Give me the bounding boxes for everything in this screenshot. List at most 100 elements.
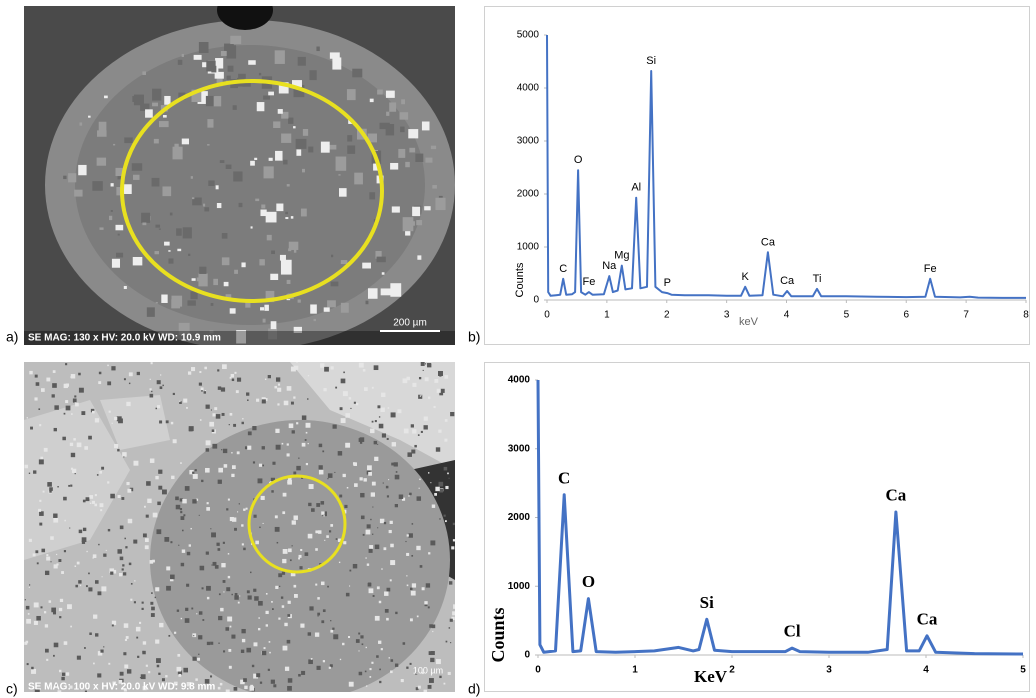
grain xyxy=(371,420,374,423)
x-tick-label: 0 xyxy=(544,310,550,321)
grain xyxy=(293,326,302,334)
grain xyxy=(315,583,318,586)
grain xyxy=(403,428,409,434)
grain xyxy=(165,675,168,678)
grain xyxy=(346,89,356,101)
grain xyxy=(107,481,110,484)
y-tick-label: 4000 xyxy=(508,375,531,386)
y-tick-label: 0 xyxy=(524,650,530,661)
grain xyxy=(247,595,252,600)
grain xyxy=(431,362,433,364)
grain xyxy=(174,143,179,150)
grain xyxy=(205,448,210,452)
grain xyxy=(191,89,202,103)
grain xyxy=(164,241,170,246)
grain xyxy=(84,446,89,450)
grain xyxy=(270,321,277,330)
grain xyxy=(24,599,26,601)
peak-label: Ca xyxy=(886,486,907,505)
grain xyxy=(157,501,161,506)
grain xyxy=(322,450,325,453)
grain xyxy=(379,668,381,671)
grain xyxy=(330,629,334,633)
grain xyxy=(110,571,114,575)
grain xyxy=(343,371,345,374)
grain xyxy=(358,650,360,652)
grain xyxy=(432,185,437,189)
grain xyxy=(215,58,224,69)
grain xyxy=(377,527,379,529)
grain xyxy=(349,569,352,572)
grain xyxy=(241,524,244,527)
grain xyxy=(117,175,123,180)
grain xyxy=(184,618,190,623)
x-tick-label: 4 xyxy=(784,310,790,321)
grain xyxy=(57,486,59,488)
grain xyxy=(428,678,434,683)
grain xyxy=(411,583,417,588)
grain xyxy=(241,628,246,634)
grain xyxy=(301,168,305,173)
grain xyxy=(348,397,352,400)
grain xyxy=(342,473,346,478)
grain xyxy=(149,378,151,380)
grain xyxy=(204,207,210,212)
grain xyxy=(124,664,129,669)
grain xyxy=(294,365,299,370)
grain xyxy=(139,677,141,679)
grain xyxy=(277,109,283,114)
grain xyxy=(406,584,409,587)
grain xyxy=(286,639,291,644)
grain xyxy=(118,679,123,684)
grain xyxy=(424,603,428,607)
grain xyxy=(191,607,194,610)
grain xyxy=(378,416,381,418)
grain xyxy=(178,673,182,677)
grain xyxy=(288,423,294,429)
grain xyxy=(447,472,449,475)
grain xyxy=(179,498,183,502)
grain xyxy=(39,424,42,427)
grain xyxy=(182,498,187,504)
grain xyxy=(97,591,102,596)
grain xyxy=(194,469,197,472)
grain xyxy=(59,616,62,619)
grain xyxy=(46,658,49,661)
grain xyxy=(96,474,99,476)
grain xyxy=(268,328,278,340)
grain xyxy=(444,375,449,379)
grain xyxy=(231,473,235,478)
grain xyxy=(287,614,291,617)
grain xyxy=(168,250,171,252)
grain xyxy=(142,71,147,75)
grain xyxy=(339,658,342,661)
grain xyxy=(377,405,381,409)
grain xyxy=(105,549,107,551)
grain xyxy=(112,681,117,686)
grain xyxy=(431,504,436,508)
grain xyxy=(82,499,86,503)
grain xyxy=(247,431,252,436)
grain xyxy=(233,423,237,427)
grain xyxy=(97,651,103,656)
grain xyxy=(291,430,295,434)
panel-label: c) xyxy=(6,681,18,697)
grain xyxy=(293,515,298,520)
grain xyxy=(417,255,422,260)
grain xyxy=(286,443,289,446)
grain xyxy=(155,302,158,304)
grain xyxy=(311,508,315,512)
grain xyxy=(228,648,232,652)
grain xyxy=(50,536,54,540)
grain xyxy=(231,593,233,596)
sem-image-a xyxy=(24,6,455,345)
grain xyxy=(292,80,302,88)
grain xyxy=(435,486,440,492)
grain xyxy=(217,548,221,551)
grain xyxy=(44,570,50,576)
grain xyxy=(128,562,132,566)
grain xyxy=(181,138,189,145)
x-tick-label: 0 xyxy=(535,665,541,676)
panel-label: d) xyxy=(468,681,480,697)
grain xyxy=(158,485,163,490)
